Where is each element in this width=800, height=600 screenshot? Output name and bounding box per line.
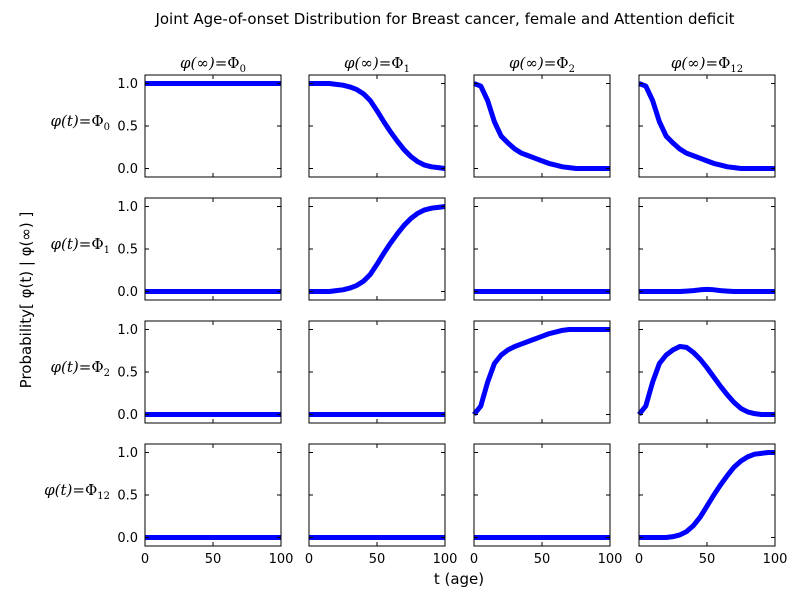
series-line xyxy=(473,81,610,171)
panel-r0-c3 xyxy=(638,74,776,178)
column-title-3-lhs: φ(∞)= xyxy=(671,54,718,72)
axes-frame xyxy=(144,443,282,547)
axes-frame xyxy=(144,197,282,301)
panel-r2-c1 xyxy=(308,320,446,424)
x-tick-label: 0 xyxy=(635,552,643,567)
panel-r2-c0: 0.0 0.5 1.0 xyxy=(117,320,282,424)
row-title-2-lhs: φ(t)= xyxy=(51,358,92,376)
row-title-3-symbol: Φ xyxy=(85,481,97,499)
axes-frame xyxy=(473,197,611,301)
column-title-0: φ(∞)=Φ0 xyxy=(180,54,246,75)
panel-r0-c1 xyxy=(308,74,446,178)
column-title-1-lhs: φ(∞)= xyxy=(344,54,391,72)
row-title-2: φ(t)=Φ2 xyxy=(51,358,111,379)
row-title-0-lhs: φ(t)= xyxy=(51,112,92,130)
panel-r1-c1 xyxy=(308,197,446,301)
axes-frame xyxy=(308,74,446,178)
column-title-2-symbol: Φ xyxy=(556,54,568,72)
series-line xyxy=(637,344,775,417)
axes-frame xyxy=(638,443,776,547)
x-tick-label: 100 xyxy=(763,552,788,567)
x-tick-label: 50 xyxy=(369,552,386,567)
series-line xyxy=(639,450,775,540)
column-title-0-lhs: φ(∞)= xyxy=(180,54,227,72)
column-title-2: φ(∞)=Φ2 xyxy=(509,54,575,75)
column-title-2-lhs: φ(∞)= xyxy=(509,54,556,72)
x-tick-label: 50 xyxy=(205,552,222,567)
panel-r0-c2 xyxy=(473,74,611,178)
column-title-1-symbol: Φ xyxy=(391,54,403,72)
panel-r1-c3 xyxy=(638,197,776,301)
x-tick-label: 50 xyxy=(534,552,551,567)
row-title-2-subscript: 2 xyxy=(104,368,110,379)
y-tick-label: 1.0 xyxy=(117,323,138,338)
axes-frame xyxy=(144,320,282,424)
row-title-1-subscript: 1 xyxy=(104,245,110,256)
y-tick-label: 0.5 xyxy=(117,120,138,135)
panel-r1-c0: 0.0 0.5 1.0 xyxy=(117,197,282,301)
series-line xyxy=(472,327,610,417)
y-axis-label: Probability[ φ(t) | φ(∞) ] xyxy=(17,212,35,389)
x-tick-label: 0 xyxy=(470,552,478,567)
column-title-0-subscript: 0 xyxy=(240,64,246,75)
row-title-1-symbol: Φ xyxy=(91,235,103,253)
row-title-1-lhs: φ(t)= xyxy=(51,235,92,253)
y-tick-label: 0.5 xyxy=(117,489,138,504)
y-tick-label: 1.0 xyxy=(117,446,138,461)
column-title-1: φ(∞)=Φ1 xyxy=(344,54,410,75)
panel-r2-c3 xyxy=(637,320,776,424)
row-title-3: φ(t)=Φ12 xyxy=(44,481,110,502)
y-tick-label: 0.5 xyxy=(117,366,138,381)
y-tick-label: 0.0 xyxy=(117,285,138,300)
y-tick-label: 0.0 xyxy=(117,408,138,423)
axes-frame xyxy=(473,443,611,547)
x-tick-label: 100 xyxy=(433,552,458,567)
series-line xyxy=(639,286,775,294)
y-tick-label: 0.0 xyxy=(117,531,138,546)
panel-r1-c2 xyxy=(473,197,611,301)
series-line xyxy=(309,81,446,171)
panel-r3-c2: 0 50 100 xyxy=(470,443,623,567)
row-title-3-subscript: 12 xyxy=(97,491,110,502)
axes-frame xyxy=(144,74,282,178)
panel-r3-c3: 0 50 100 xyxy=(635,443,788,567)
column-title-0-symbol: Φ xyxy=(227,54,239,72)
x-tick-label: 100 xyxy=(269,552,294,567)
row-title-1: φ(t)=Φ1 xyxy=(51,235,111,256)
x-axis-label: t (age) xyxy=(434,570,484,588)
axes-frame xyxy=(308,443,446,547)
panel-r2-c2 xyxy=(472,320,611,424)
x-tick-label: 50 xyxy=(699,552,716,567)
column-title-3-subscript: 12 xyxy=(730,64,743,75)
panel-r3-c0: 0.0 0.5 1.0 0 50 100 xyxy=(117,443,294,567)
column-title-1-subscript: 1 xyxy=(404,64,410,75)
axes-frame xyxy=(308,320,446,424)
x-tick-label: 0 xyxy=(305,552,313,567)
series-line xyxy=(638,81,775,171)
column-title-2-subscript: 2 xyxy=(569,64,575,75)
axes-frame xyxy=(308,197,446,301)
y-tick-label: 0.0 xyxy=(117,162,138,177)
x-tick-label: 0 xyxy=(141,552,149,567)
column-title-3: φ(∞)=Φ12 xyxy=(671,54,743,75)
y-tick-label: 1.0 xyxy=(117,77,138,92)
axes-frame xyxy=(638,197,776,301)
chart-title: Joint Age-of-onset Distribution for Brea… xyxy=(154,10,734,28)
row-title-3-lhs: φ(t)= xyxy=(44,481,85,499)
x-tick-label: 100 xyxy=(598,552,623,567)
row-title-2-symbol: Φ xyxy=(91,358,103,376)
y-tick-label: 1.0 xyxy=(117,200,138,215)
row-title-0: φ(t)=Φ0 xyxy=(51,112,111,133)
subplot-grid: φ(∞)=Φ0 φ(∞)=Φ1 φ(∞)=Φ2 φ(∞)=Φ12φ(t)=Φ0φ(t)… xyxy=(44,54,787,567)
row-title-0-symbol: Φ xyxy=(91,112,103,130)
series-line xyxy=(309,204,446,294)
y-tick-label: 0.5 xyxy=(117,243,138,258)
row-title-0-subscript: 0 xyxy=(104,122,110,133)
column-title-3-symbol: Φ xyxy=(718,54,730,72)
panel-r3-c1: 0 50 100 xyxy=(305,443,458,567)
panel-r0-c0: 0.0 0.5 1.0 xyxy=(117,74,282,178)
